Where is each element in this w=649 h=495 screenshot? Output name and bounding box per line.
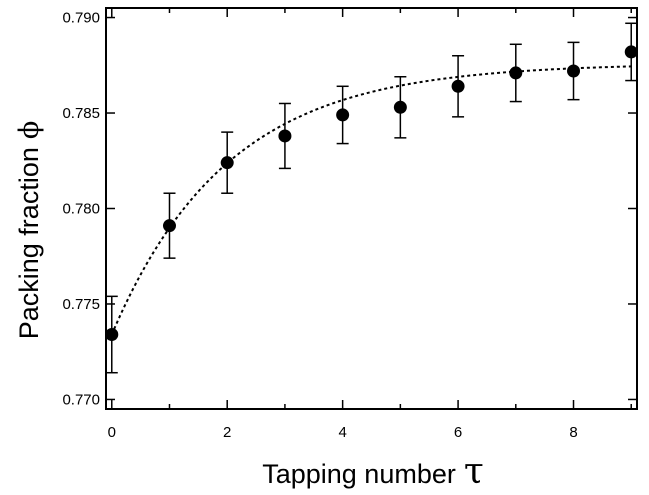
y-tick-label: 0.785 (62, 105, 100, 122)
y-axis-label-text: Packing fraction (14, 147, 44, 339)
y-tick-label: 0.770 (62, 391, 100, 408)
data-point (336, 108, 350, 122)
x-tick-label: 2 (223, 424, 231, 441)
y-axis-label: Packing fraction ϕ (14, 121, 45, 340)
data-point (105, 328, 119, 342)
data-points-group (105, 22, 638, 374)
data-point (451, 79, 465, 93)
x-tick-label: 4 (338, 424, 346, 441)
data-point (393, 100, 407, 114)
fit-curve-group (110, 65, 632, 335)
data-point (567, 64, 581, 78)
data-point (624, 45, 638, 59)
data-point (220, 156, 234, 170)
x-tick-label: 6 (454, 424, 462, 441)
tick-labels-group: 0 2 4 6 8 0.770 0.775 0.780 0.785 0.790 (62, 10, 577, 441)
y-axis-symbol: ϕ (14, 121, 45, 139)
axis-ticks (106, 8, 637, 409)
y-tick-label: 0.790 (62, 10, 100, 27)
x-tick-label: 8 (569, 424, 577, 441)
x-tick-label: 0 (108, 424, 116, 441)
fit-curve (110, 65, 632, 335)
y-tick-label: 0.775 (62, 296, 100, 313)
data-point (278, 129, 292, 143)
data-point (509, 66, 523, 80)
x-axis-symbol: τ (464, 451, 484, 492)
x-axis-label: Tapping number τ (262, 451, 484, 492)
x-axis-label-text: Tapping number (262, 459, 456, 489)
data-point (162, 219, 176, 233)
y-tick-label: 0.780 (62, 201, 100, 218)
